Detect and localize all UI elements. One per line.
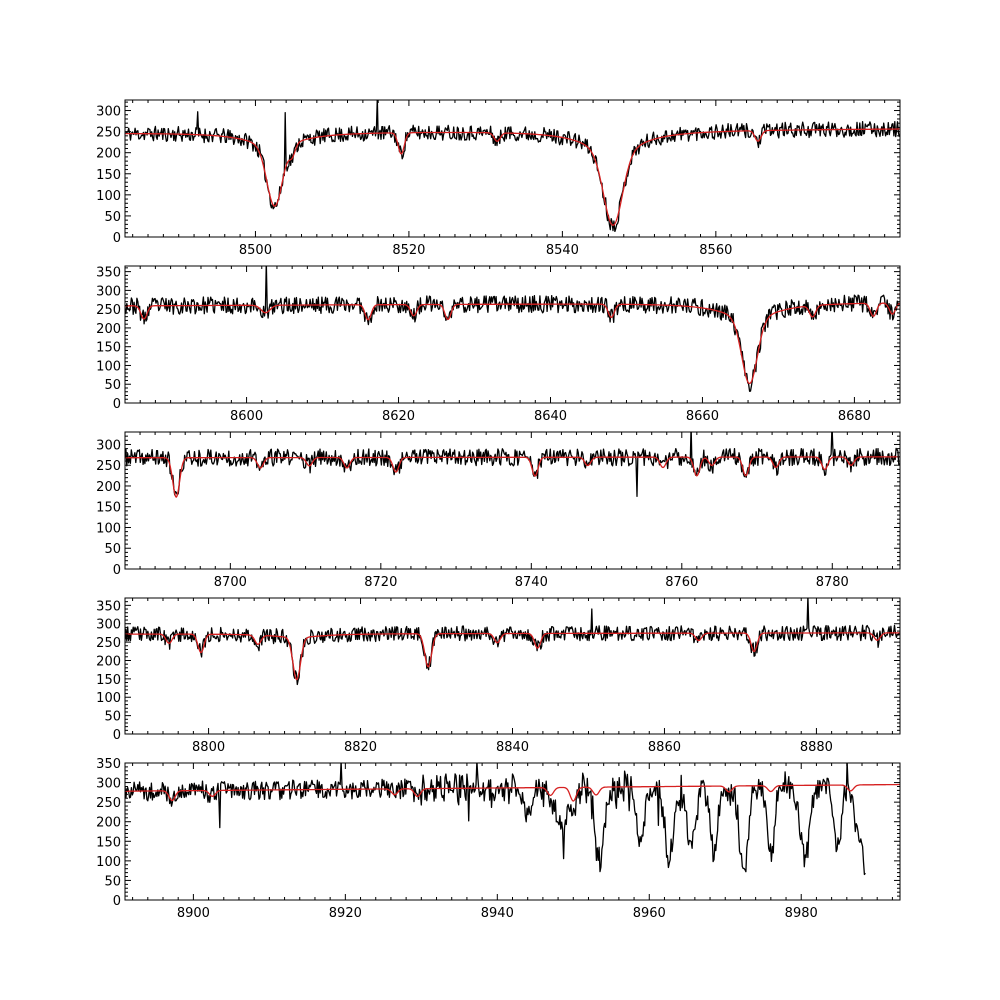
x-tick-label: 8880: [800, 740, 833, 755]
y-tick-label: 300: [96, 438, 121, 453]
model-spectrum-line: [125, 783, 900, 802]
y-tick-label: 100: [96, 359, 121, 374]
x-tick-label: 8960: [633, 906, 666, 921]
x-tick-label: 8600: [230, 409, 263, 424]
y-tick-label: 200: [96, 322, 121, 337]
x-tick-label: 8560: [699, 243, 732, 258]
spectrum-panel: 8500 8520 8540 8560 0 50 100 150 200 250 300: [96, 99, 901, 258]
y-tick-label: 100: [96, 855, 121, 870]
model-spectrum-line: [125, 632, 900, 681]
x-tick-label: 8800: [192, 740, 225, 755]
y-tick-label: 350: [96, 757, 121, 772]
y-tick-label: 250: [96, 303, 121, 318]
y-tick-label: 200: [96, 654, 121, 669]
x-tick-label: 8620: [382, 409, 415, 424]
y-tick-label: 200: [96, 147, 121, 162]
y-tick-label: 0: [113, 563, 121, 578]
model-spectrum-line: [125, 302, 900, 385]
x-tick-label: 8900: [177, 906, 210, 921]
y-tick-label: 200: [96, 816, 121, 831]
y-tick-label: 0: [113, 894, 121, 909]
y-tick-label: 100: [96, 189, 121, 204]
model-spectrum-line: [125, 128, 900, 226]
x-tick-label: 8680: [838, 409, 871, 424]
y-tick-label: 50: [104, 210, 121, 225]
x-tick-label: 8820: [344, 740, 377, 755]
y-tick-label: 0: [113, 728, 121, 743]
axes-frame: [124, 265, 901, 404]
y-tick-label: 100: [96, 691, 121, 706]
y-tick-label: 150: [96, 168, 121, 183]
x-tick-label: 8500: [239, 243, 272, 258]
x-tick-label: 8720: [364, 575, 397, 590]
y-tick-label: 100: [96, 521, 121, 536]
spectrum-panel: 8800 8820 8840 8860 8880 0 50 100 150 200 250 300 35…: [96, 597, 901, 755]
y-tick-label: 300: [96, 618, 121, 633]
x-tick-label: 8700: [214, 575, 247, 590]
x-tick-label: 8520: [392, 243, 425, 258]
y-tick-label: 50: [104, 874, 121, 889]
observed-spectrum-line: [125, 763, 866, 876]
observed-spectrum-line: [125, 432, 900, 497]
x-tick-label: 8920: [329, 906, 362, 921]
y-tick-label: 50: [104, 710, 121, 725]
y-tick-label: 300: [96, 284, 121, 299]
x-tick-label: 8760: [665, 575, 698, 590]
y-tick-label: 200: [96, 480, 121, 495]
axes-frame: [124, 99, 901, 238]
y-tick-label: 0: [113, 231, 121, 246]
x-tick-label: 8540: [546, 243, 579, 258]
y-tick-label: 150: [96, 341, 121, 356]
y-tick-label: 150: [96, 673, 121, 688]
x-tick-label: 8660: [686, 409, 719, 424]
axes-frame: [124, 431, 901, 570]
y-tick-label: 150: [96, 501, 121, 516]
y-tick-label: 250: [96, 796, 121, 811]
x-tick-label: 8640: [534, 409, 567, 424]
y-tick-label: 350: [96, 599, 121, 614]
x-tick-label: 8840: [496, 740, 529, 755]
observed-spectrum-line: [125, 100, 900, 233]
spectrum-panel: 8700 8720 8740 8760 8780 0 50 100 150 200 250 300: [96, 431, 901, 590]
y-tick-label: 250: [96, 636, 121, 651]
y-tick-label: 0: [113, 397, 121, 412]
y-tick-label: 150: [96, 835, 121, 850]
spectrum-panel: 8600 8620 8640 8660 8680 0 50 100 150 200 250 300 35…: [96, 265, 901, 424]
spectrum-panel: 8900 8920 8940 8960 8980 0 50 100 150 200 250 300 35…: [96, 757, 901, 921]
y-tick-label: 300: [96, 105, 121, 120]
observed-spectrum-line: [125, 266, 900, 392]
y-tick-label: 250: [96, 126, 121, 141]
y-tick-label: 250: [96, 459, 121, 474]
y-tick-label: 50: [104, 378, 121, 393]
x-tick-label: 8860: [648, 740, 681, 755]
y-tick-label: 50: [104, 542, 121, 557]
x-tick-label: 8980: [785, 906, 818, 921]
y-tick-label: 300: [96, 777, 121, 792]
axes-frame: [124, 597, 901, 735]
observed-spectrum-line: [125, 598, 900, 686]
x-tick-label: 8940: [481, 906, 514, 921]
y-tick-label: 350: [96, 266, 121, 281]
x-tick-label: 8780: [816, 575, 849, 590]
x-tick-label: 8740: [515, 575, 548, 590]
model-spectrum-line: [125, 456, 900, 499]
